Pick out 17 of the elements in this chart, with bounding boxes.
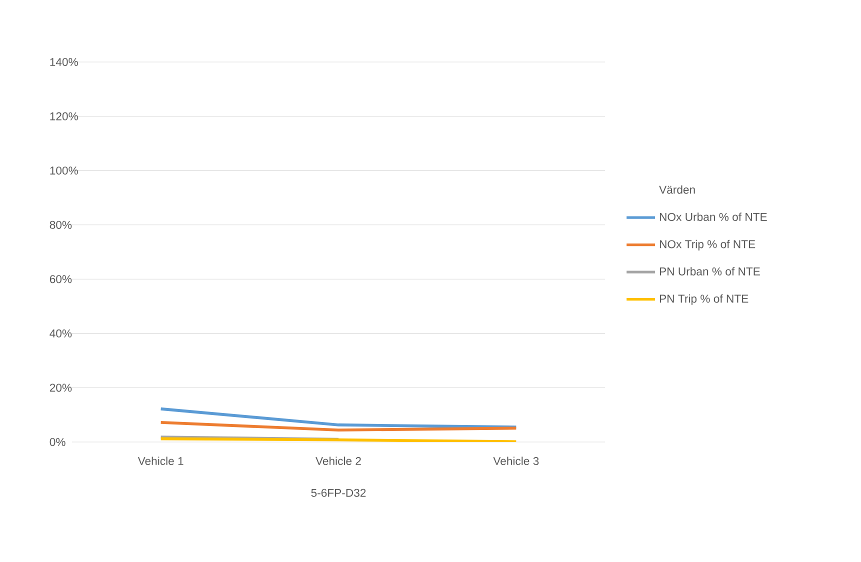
legend-label: NOx Urban % of NTE [660,212,767,221]
x-tick-label: Vehicle 2 [316,456,361,466]
legend-label: PN Trip % of NTE [660,294,748,305]
y-tick-label: 80% [50,220,72,229]
y-tick-label: 20% [50,384,72,392]
y-tick-label: 100% [50,166,78,175]
legend-label: NOx Trip % of NTE [660,240,756,250]
legend-label: PN Urban % of NTE [660,267,760,276]
x-tick-label: Vehicle 3 [493,456,539,466]
y-tick-label: 140% [50,58,78,66]
y-tick-label: 40% [50,329,72,338]
x-axis-title: 5-6FP-D32 [311,488,366,497]
x-tick-label: Vehicle 1 [138,456,184,466]
y-tick-label: 0% [50,438,66,446]
y-tick-label: 60% [50,275,72,284]
legend-title: Värden [659,185,695,194]
y-tick-label: 120% [50,112,78,120]
